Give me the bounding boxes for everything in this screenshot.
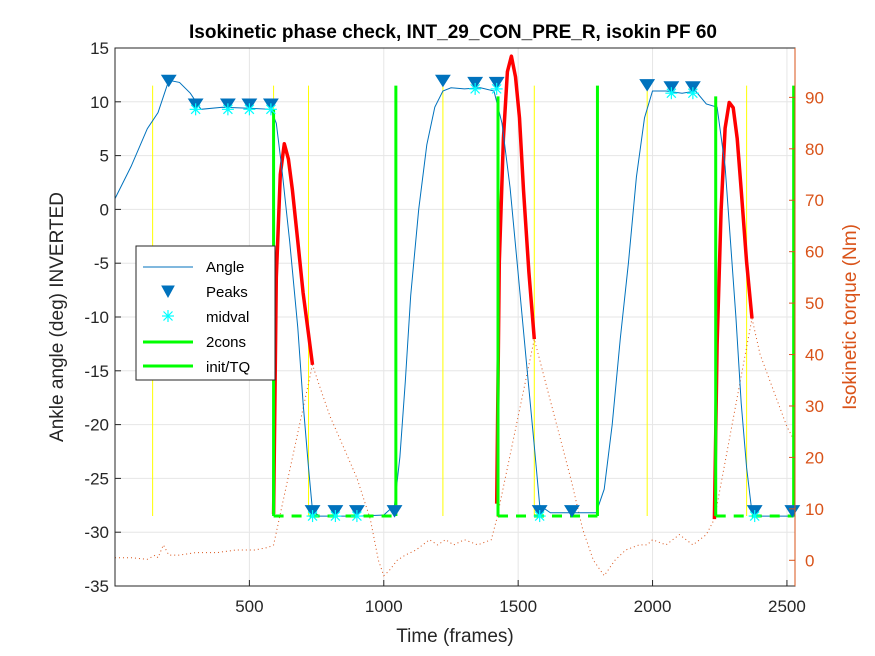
y-tick-label: 0 bbox=[100, 200, 109, 219]
midval-marker bbox=[665, 87, 678, 100]
midval-marker bbox=[748, 510, 761, 523]
x-tick-label: 2500 bbox=[768, 597, 806, 616]
legend-label-2cons: 2cons bbox=[206, 334, 246, 351]
peak-marker bbox=[784, 505, 801, 518]
midval-marker bbox=[533, 510, 546, 523]
y2-tick-label: 0 bbox=[805, 551, 814, 570]
midval-marker bbox=[243, 103, 256, 116]
midval-marker bbox=[306, 510, 319, 523]
torque-active-segment bbox=[712, 100, 754, 520]
x-tick-label: 1500 bbox=[499, 597, 537, 616]
x-tick-label: 2000 bbox=[634, 597, 672, 616]
midval-marker bbox=[264, 103, 277, 116]
midval-marker bbox=[490, 82, 503, 95]
peak-marker bbox=[386, 505, 403, 518]
legend-midval-swatch bbox=[162, 310, 174, 322]
torque-series bbox=[115, 54, 796, 577]
y-tick-label: -25 bbox=[84, 469, 109, 488]
y2-tick-label: 70 bbox=[805, 191, 824, 210]
y2-tick-label: 90 bbox=[805, 88, 824, 107]
y2-tick-label: 40 bbox=[805, 346, 824, 365]
y-tick-label: -20 bbox=[84, 416, 109, 435]
midval-marker bbox=[350, 510, 363, 523]
midval-marker bbox=[221, 103, 234, 116]
y2-tick-label: 30 bbox=[805, 397, 824, 416]
midval-marker bbox=[189, 103, 202, 116]
peak-marker bbox=[564, 505, 580, 518]
x-tick-label: 1000 bbox=[365, 597, 403, 616]
x-tick-label: 500 bbox=[235, 597, 263, 616]
legend-label-midval: midval bbox=[206, 309, 249, 326]
y-tick-label: -35 bbox=[84, 577, 109, 596]
ticks: 500 1000 1500 2000 2500-35-30-25-20-15-10-50… bbox=[84, 39, 824, 616]
y-tick-label: 10 bbox=[90, 93, 109, 112]
y2-tick-label: 60 bbox=[805, 243, 824, 262]
y2-tick-label: 10 bbox=[805, 500, 824, 519]
torque-active-segment bbox=[494, 54, 537, 504]
y-tick-label: 15 bbox=[90, 39, 109, 58]
midval-marker bbox=[469, 82, 482, 95]
marker-series bbox=[160, 74, 801, 523]
y-tick-label: -5 bbox=[94, 254, 109, 273]
y2-axis-label: Isokinetic torque (Nm) bbox=[840, 224, 861, 410]
y-tick-label: -15 bbox=[84, 362, 109, 381]
peak-marker bbox=[160, 74, 177, 88]
x-axis-label: Time (frames) bbox=[396, 626, 514, 647]
legend-box bbox=[135, 245, 276, 381]
y-tick-label: -10 bbox=[84, 308, 109, 327]
legend-label-angle: Angle bbox=[206, 259, 244, 276]
midval-marker bbox=[686, 87, 699, 100]
peak-marker bbox=[639, 79, 656, 92]
y2-tick-label: 20 bbox=[805, 448, 824, 467]
y-axis-label: Ankle angle (deg) INVERTED bbox=[47, 192, 68, 442]
torque-active-segment bbox=[271, 141, 315, 515]
legend: Angle Peaks midval 2cons init/TQ bbox=[135, 245, 276, 381]
y2-tick-label: 80 bbox=[805, 140, 824, 159]
peak-marker bbox=[434, 74, 451, 88]
midval-marker bbox=[329, 510, 342, 523]
legend-peaks-swatch bbox=[161, 285, 175, 299]
legend-label-peaks: Peaks bbox=[206, 284, 248, 301]
y2-tick-label: 50 bbox=[805, 294, 824, 313]
y-tick-label: -30 bbox=[84, 523, 109, 542]
legend-label-inittq: init/TQ bbox=[206, 359, 250, 376]
chart-title: Isokinetic phase check, INT_29_CON_PRE_R… bbox=[189, 22, 717, 43]
y-tick-label: 5 bbox=[100, 147, 109, 166]
